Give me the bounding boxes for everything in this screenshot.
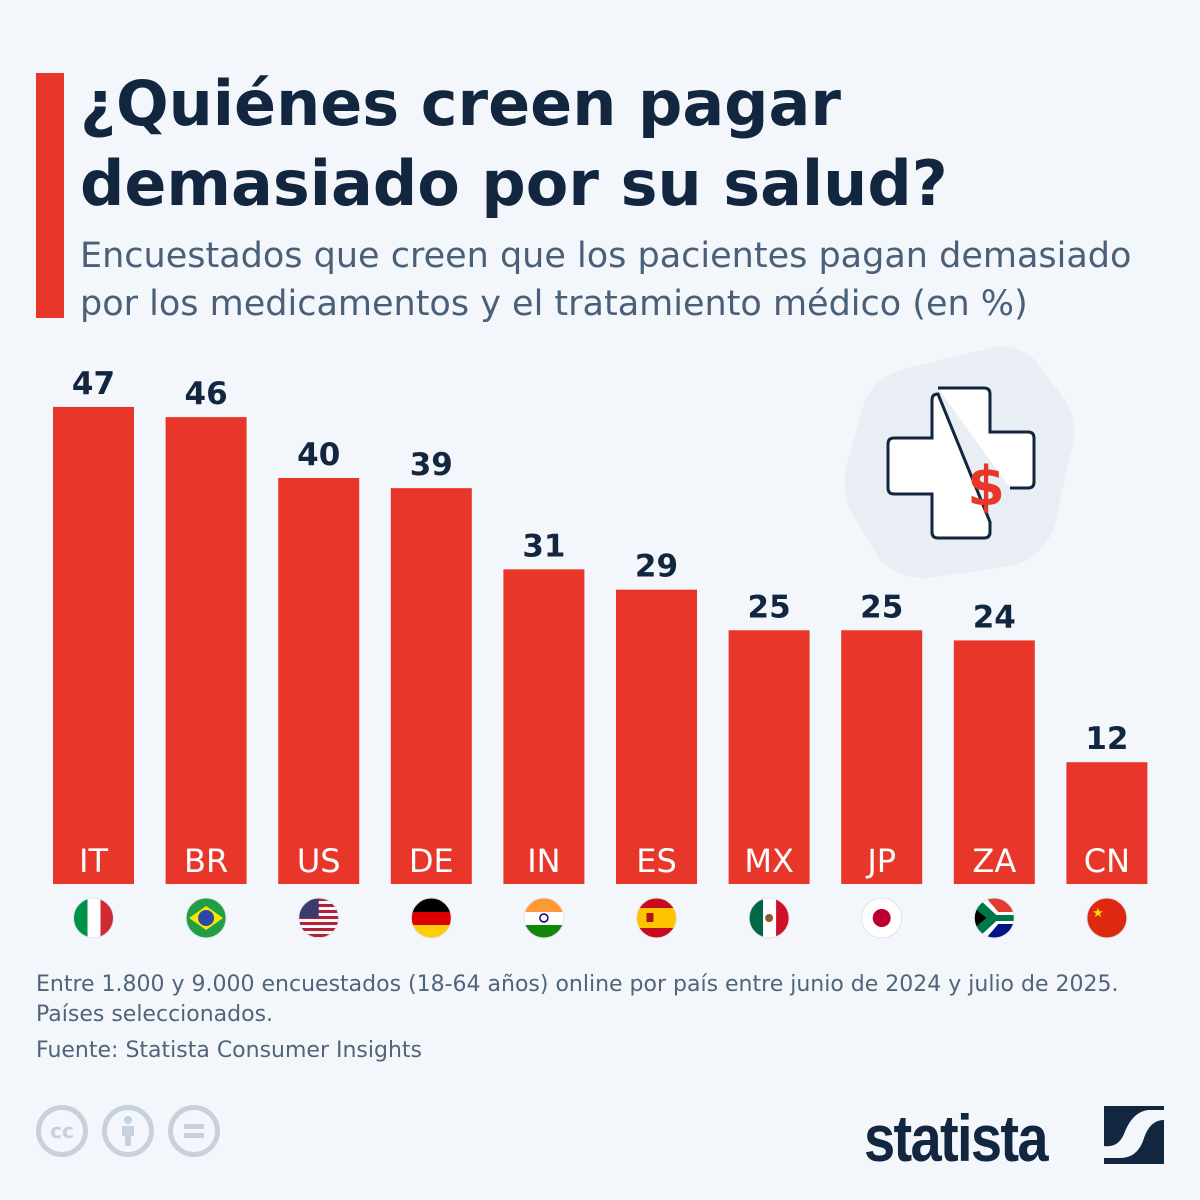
- medical-cross-dollar-icon: $: [844, 346, 1074, 579]
- title-line-1: ¿Quiénes creen pagar: [80, 67, 841, 140]
- value-label: 24: [973, 599, 1016, 635]
- value-label: 46: [185, 376, 228, 412]
- category-label: US: [297, 842, 341, 880]
- category-label: MX: [744, 842, 794, 880]
- category-label: BR: [184, 842, 228, 880]
- source: Fuente: Statista Consumer Insights: [36, 1038, 422, 1063]
- license-icons[interactable]: cc: [36, 1105, 220, 1157]
- india-flag-icon: [523, 898, 564, 938]
- value-label: 25: [860, 589, 903, 625]
- bar-us: [278, 478, 360, 884]
- category-label: DE: [409, 842, 454, 880]
- category-label: ES: [636, 842, 677, 880]
- bar-cn: [1066, 762, 1148, 884]
- bar-it: [53, 406, 134, 884]
- bar-de: [390, 488, 472, 884]
- usa-flag-icon: [298, 898, 339, 937]
- note-line-1: Entre 1.800 y 9.000 encuestados (18-64 a…: [36, 972, 1119, 997]
- china-flag-icon: ★: [1086, 898, 1127, 938]
- brazil-flag-icon: [186, 898, 227, 938]
- creative-commons-icon[interactable]: cc: [36, 1105, 88, 1157]
- survey-note: Entre 1.800 y 9.000 encuestados (18-64 a…: [36, 970, 1186, 1030]
- bar-chart: 47 IT 46 BR 40 US 39 DE 31 IN 29 ES 25 MX 25 JP 24 ZA 12 CN…: [53, 366, 1148, 939]
- mexico-flag-icon: [749, 898, 790, 938]
- note-line-2: Países seleccionados.: [36, 1002, 274, 1027]
- germany-flag-icon: [411, 898, 452, 938]
- title-line-2: demasiado por su salud?: [80, 147, 948, 220]
- accent-bar: [36, 73, 64, 318]
- svg-text:$: $: [967, 455, 1005, 518]
- value-label: 25: [748, 589, 791, 625]
- bar-mx: [728, 630, 810, 884]
- category-label: ZA: [972, 842, 1016, 880]
- bar-es: [616, 589, 697, 884]
- subtitle-line-1: Encuestados que creen que los pacientes …: [80, 236, 1132, 276]
- spain-flag-icon: [636, 898, 677, 938]
- subtitle: Encuestados que creen que los pacientes …: [80, 232, 1190, 328]
- value-label: 29: [635, 549, 678, 585]
- value-label: 39: [410, 447, 453, 483]
- italy-flag-icon: [73, 898, 114, 938]
- category-label: CN: [1084, 842, 1130, 880]
- japan-flag-icon: [861, 898, 902, 938]
- value-label: 31: [522, 528, 565, 564]
- value-label: 40: [297, 437, 340, 473]
- bar-jp: [841, 630, 923, 884]
- south-africa-flag-icon: [974, 898, 1015, 938]
- page-title: ¿Quiénes creen pagar demasiado por su sal…: [80, 64, 1180, 224]
- no-derivatives-icon[interactable]: [168, 1105, 220, 1157]
- bar-in: [503, 569, 585, 884]
- svg-text:★: ★: [1092, 906, 1104, 921]
- attribution-icon[interactable]: [102, 1105, 154, 1157]
- statista-logo[interactable]: statista: [864, 1101, 1049, 1175]
- category-label: IT: [79, 842, 108, 880]
- category-label: IN: [527, 842, 560, 880]
- value-label: 47: [72, 366, 115, 402]
- bar-br: [165, 417, 247, 884]
- subtitle-line-2: por los medicamentos y el tratamiento mé…: [80, 284, 1028, 324]
- statista-logo-mark: [1104, 1106, 1164, 1164]
- category-label: JP: [865, 842, 896, 880]
- value-label: 12: [1085, 721, 1128, 757]
- bar-za: [953, 640, 1035, 884]
